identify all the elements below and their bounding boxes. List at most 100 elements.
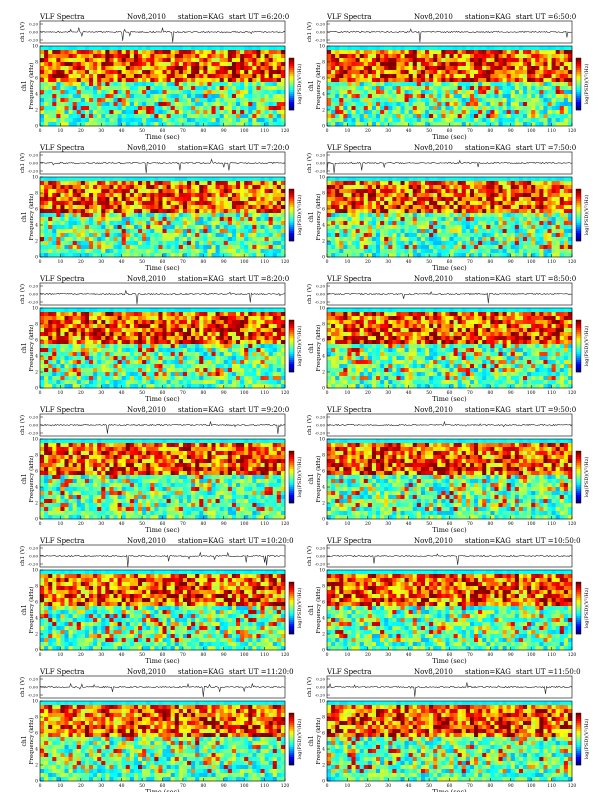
spectrogram-cell bbox=[556, 114, 560, 118]
spectrogram-cell bbox=[154, 193, 158, 197]
spectrogram-cell bbox=[203, 98, 207, 102]
spectrogram-cell bbox=[368, 185, 372, 189]
spectrogram-cell bbox=[364, 102, 368, 106]
spectrogram-cell bbox=[531, 245, 535, 249]
spectrogram-cell bbox=[81, 185, 85, 189]
spectrogram-cell bbox=[175, 229, 179, 233]
spectrogram-cell bbox=[396, 213, 400, 217]
spectrogram-cell bbox=[183, 245, 187, 249]
spectrogram-cell bbox=[224, 74, 228, 78]
spectrogram-cell bbox=[474, 54, 478, 58]
spectrogram-cell bbox=[568, 114, 572, 118]
spectrogram-cell bbox=[93, 122, 97, 126]
spectrogram-cell bbox=[179, 245, 183, 249]
spectrogram-cell bbox=[470, 74, 474, 78]
colorbar-step bbox=[289, 235, 294, 237]
spectrogram-cell bbox=[244, 201, 248, 205]
spectrogram-cell bbox=[405, 122, 409, 126]
spectrogram-cell bbox=[409, 201, 413, 205]
spectrogram-cell bbox=[146, 245, 150, 249]
spectrogram-cell bbox=[466, 177, 470, 181]
spectrogram-cell bbox=[109, 58, 113, 62]
spectrogram-cell bbox=[568, 189, 572, 193]
spectrogram-cell bbox=[405, 233, 409, 237]
spectrogram-cell bbox=[269, 78, 273, 82]
spectrogram-cell bbox=[548, 185, 552, 189]
spectrogram-cell bbox=[281, 245, 285, 249]
spectrogram-cell bbox=[527, 209, 531, 213]
spectrogram-cell bbox=[273, 54, 277, 58]
spectrogram-cell bbox=[327, 185, 331, 189]
spectrogram-cell bbox=[281, 54, 285, 58]
spectrogram-cell bbox=[89, 58, 93, 62]
spectrogram-cell bbox=[343, 249, 347, 253]
spectrogram-cell bbox=[244, 86, 248, 90]
spectrogram-cell bbox=[388, 78, 392, 82]
spectrogram-cell bbox=[109, 114, 113, 118]
spectrogram-cell bbox=[560, 70, 564, 74]
spectrogram-cell bbox=[65, 114, 69, 118]
spectrogram-cell bbox=[421, 90, 425, 94]
spectrogram-cell bbox=[138, 50, 142, 54]
spectrogram-cell bbox=[69, 86, 73, 90]
spectrogram-cell bbox=[187, 205, 191, 209]
spectrogram-cell bbox=[478, 249, 482, 253]
spectrogram-cell bbox=[179, 62, 183, 66]
spectrogram-cell bbox=[273, 74, 277, 78]
spectrogram-cell bbox=[519, 78, 523, 82]
spectrogram-cell bbox=[331, 114, 335, 118]
spectrogram-cell bbox=[356, 213, 360, 217]
spectrogram-cell bbox=[454, 50, 458, 54]
colorbar-step bbox=[289, 197, 294, 199]
spectrogram-cell bbox=[482, 62, 486, 66]
spectrogram-cell bbox=[388, 82, 392, 86]
spectrogram-cell bbox=[73, 50, 77, 54]
spectrogram-cell bbox=[187, 201, 191, 205]
spectrogram-cell bbox=[154, 66, 158, 70]
spectrogram-cell bbox=[519, 217, 523, 221]
spectrogram-cell bbox=[352, 213, 356, 217]
spectrogram-cell bbox=[77, 205, 81, 209]
spectrogram-cell bbox=[167, 82, 171, 86]
spectrogram-cell bbox=[52, 70, 56, 74]
spectrogram-cell bbox=[244, 177, 248, 181]
xtick-label: 110 bbox=[547, 128, 556, 134]
spectrogram-cell bbox=[372, 237, 376, 241]
spectrogram-cell bbox=[240, 253, 244, 257]
spectrogram-cell bbox=[203, 78, 207, 82]
spectrogram-cell bbox=[69, 237, 73, 241]
spectrogram-cell bbox=[81, 213, 85, 217]
spectrogram-cell bbox=[163, 110, 167, 114]
spectrogram-cell bbox=[511, 209, 515, 213]
spectrogram-cell bbox=[232, 177, 236, 181]
spectrogram-cell bbox=[146, 58, 150, 62]
spectrogram-cell bbox=[154, 213, 158, 217]
spectrogram-cell bbox=[228, 54, 232, 58]
spectrogram-cell bbox=[499, 78, 503, 82]
spectrogram-cell bbox=[356, 193, 360, 197]
spectrogram-cell bbox=[114, 58, 118, 62]
spectrogram-cell bbox=[171, 225, 175, 229]
spectrogram-cell bbox=[187, 233, 191, 237]
spectrogram-cell bbox=[454, 181, 458, 185]
spectrogram-cell bbox=[199, 110, 203, 114]
spectrogram-cell bbox=[531, 233, 535, 237]
spectrogram-cell bbox=[490, 90, 494, 94]
xtick-label: 80 bbox=[200, 128, 206, 134]
spectrogram-cell bbox=[327, 58, 331, 62]
spectrogram-cell bbox=[101, 86, 105, 90]
spectrogram-cell bbox=[179, 205, 183, 209]
spectrogram-cell bbox=[360, 201, 364, 205]
spectrogram-cell bbox=[228, 201, 232, 205]
spectrogram-cell bbox=[568, 181, 572, 185]
spectrogram-cell bbox=[220, 98, 224, 102]
spectrogram-cell bbox=[462, 46, 466, 50]
spectrogram-cell bbox=[445, 122, 449, 126]
spectrogram-cell bbox=[101, 197, 105, 201]
spectrogram-cell bbox=[380, 66, 384, 70]
spectrogram-cell bbox=[376, 189, 380, 193]
spectrogram-cell bbox=[535, 106, 539, 110]
spectrogram-cell bbox=[269, 74, 273, 78]
spectrogram-cell bbox=[203, 249, 207, 253]
spectrogram-cell bbox=[216, 221, 220, 225]
